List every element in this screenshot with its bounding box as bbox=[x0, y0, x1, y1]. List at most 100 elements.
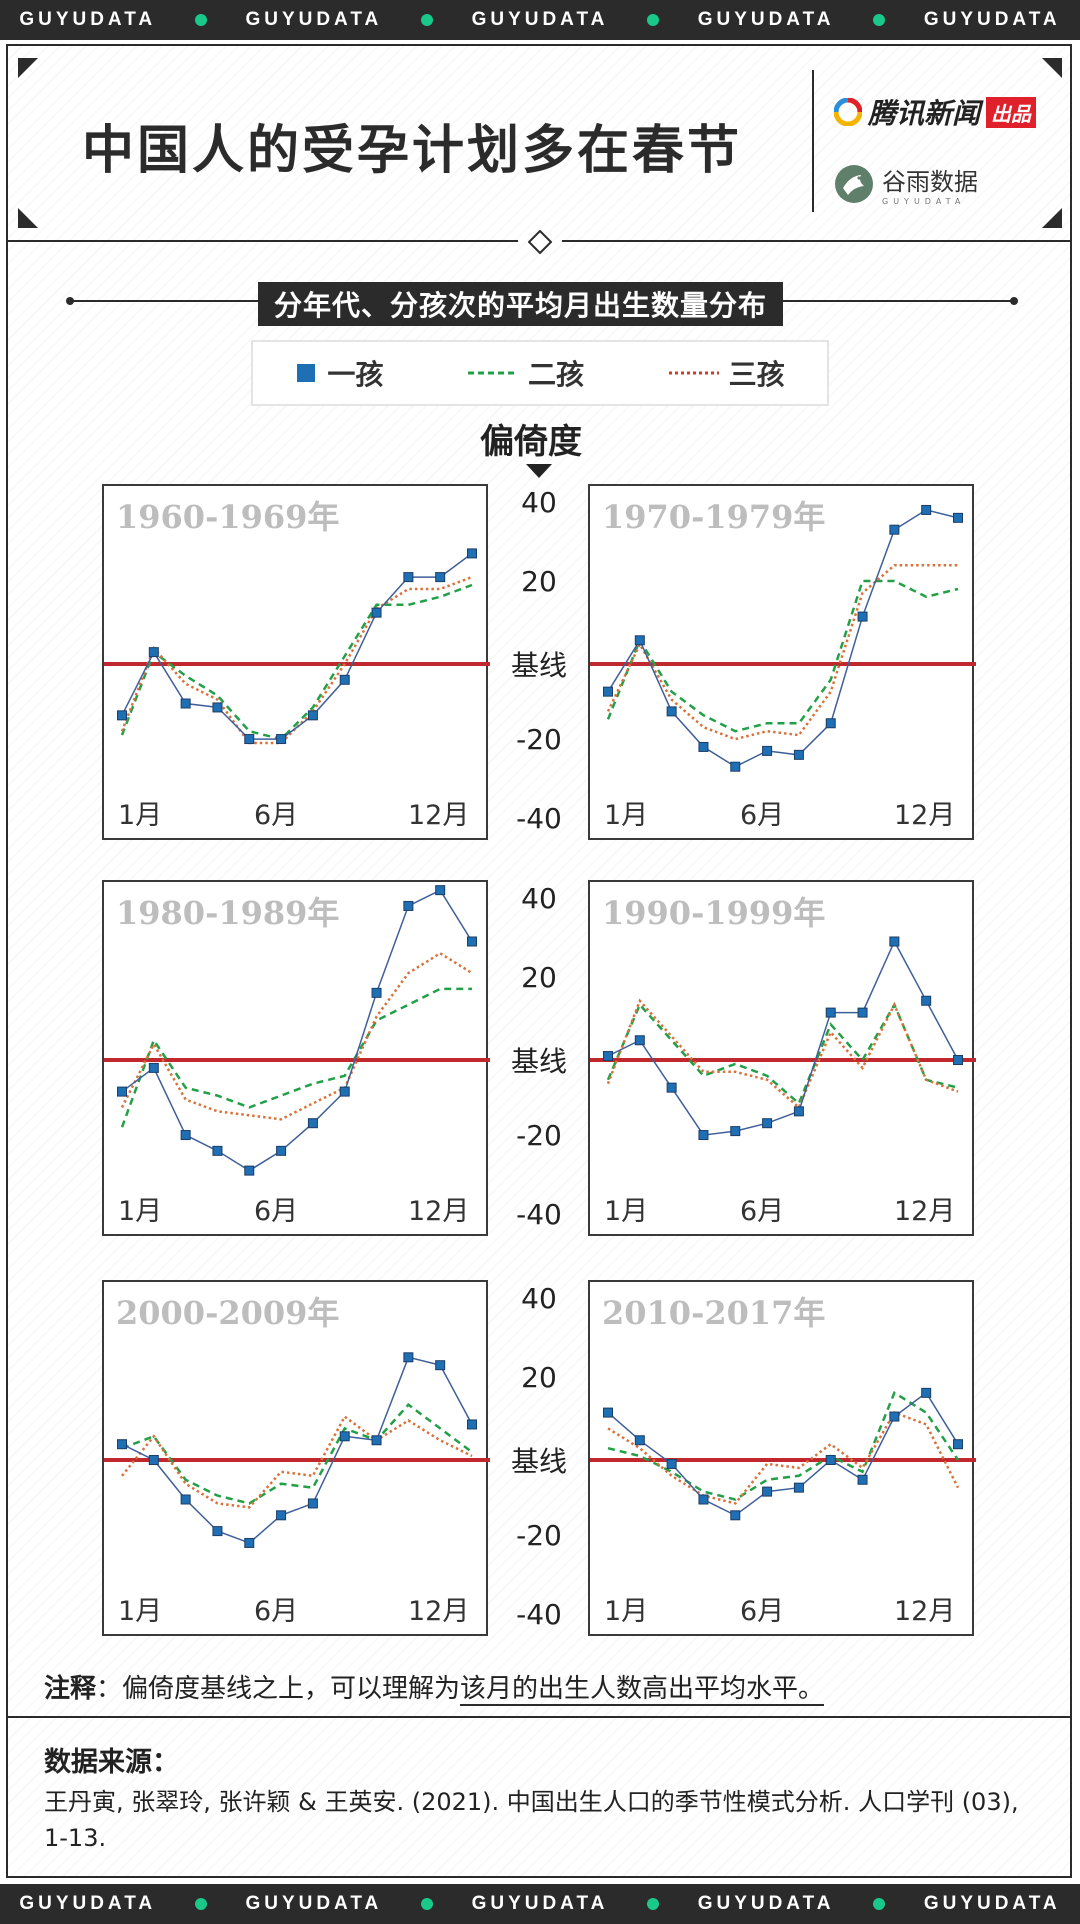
note-label: 注释 bbox=[44, 1674, 97, 1704]
band-label: GUYUDATA bbox=[245, 9, 383, 30]
panel-title: 1970-1979年 bbox=[602, 498, 826, 536]
data-point-first-child bbox=[307, 710, 318, 721]
data-point-first-child bbox=[634, 1435, 645, 1446]
data-point-first-child bbox=[180, 1494, 191, 1505]
x-tick-label: 6月 bbox=[740, 1596, 785, 1627]
y-tick-label: -20 bbox=[516, 723, 562, 756]
series-line-2 bbox=[120, 583, 473, 741]
x-tick-label: 1月 bbox=[604, 1196, 649, 1227]
y-tick-label: -20 bbox=[516, 1519, 562, 1552]
source-citation: 王丹寅, 张翠玲, 张许颖 & 王英安. (2021). 中国出生人口的季节性模… bbox=[44, 1788, 1019, 1852]
y-tick-label: -40 bbox=[516, 1598, 562, 1631]
chart-panel: 1980-1989年 1月 6月 12月 bbox=[102, 880, 490, 1236]
guyu-data-sub: GUYUDATA bbox=[882, 197, 966, 206]
legend-item-third-child: 三孩 bbox=[668, 353, 785, 393]
section-divider bbox=[8, 1716, 1072, 1718]
data-point-first-child bbox=[371, 607, 382, 618]
data-point-first-child bbox=[889, 524, 900, 535]
y-tick-label: -40 bbox=[516, 1198, 562, 1231]
band-label: GUYUDATA bbox=[471, 9, 609, 30]
y-axis-title: 偏倚度 bbox=[480, 422, 582, 462]
x-tick-label: 6月 bbox=[254, 1596, 299, 1627]
data-point-first-child bbox=[953, 1055, 963, 1065]
x-tick-label: 12月 bbox=[894, 1596, 956, 1627]
x-tick-label: 6月 bbox=[254, 800, 299, 831]
y-tick-label: 20 bbox=[521, 1361, 557, 1394]
band-label: GUYUDATA bbox=[19, 1893, 157, 1914]
panel-title: 2000-2009年 bbox=[116, 1294, 340, 1332]
chart-panel: 2010-2017年 1月 6月 12月 bbox=[588, 1280, 976, 1636]
page-title: 中国人的受孕计划多在春节 bbox=[82, 121, 743, 181]
note-text: 偏倚度基线之上，可以理解为 bbox=[122, 1674, 461, 1704]
data-point-first-child bbox=[212, 702, 223, 713]
data-point-first-child bbox=[212, 1526, 223, 1537]
tencent-news-name: 腾讯新闻 bbox=[868, 97, 981, 130]
data-point-first-child bbox=[371, 1435, 382, 1446]
x-tick-label: 12月 bbox=[894, 1196, 956, 1227]
data-point-first-child bbox=[180, 1130, 191, 1141]
chart-plot bbox=[104, 885, 490, 1176]
data-point-first-child bbox=[857, 611, 868, 622]
data-point-first-child bbox=[467, 936, 477, 947]
data-point-first-child bbox=[634, 1035, 645, 1046]
series-line-3 bbox=[120, 575, 473, 745]
legend-item-first-child: 一孩 bbox=[295, 353, 383, 393]
chart-panel: 1960-1969年 1月 6月 12月 bbox=[102, 484, 490, 840]
data-point-first-child bbox=[889, 1411, 900, 1422]
data-point-first-child bbox=[371, 987, 382, 998]
y-tick-label: 20 bbox=[521, 961, 557, 994]
guyu-bird-icon bbox=[835, 165, 873, 203]
down-arrow-icon bbox=[526, 464, 552, 478]
guyu-data-logo: 谷雨数据 GUYUDATA bbox=[834, 162, 978, 206]
chart-panel: 2000-2009年 1月 6月 12月 bbox=[102, 1280, 490, 1636]
band-dot bbox=[873, 14, 886, 26]
header-divider bbox=[812, 70, 814, 212]
x-tick-label: 1月 bbox=[118, 800, 163, 831]
band-dot bbox=[194, 1898, 207, 1910]
corner-marker bbox=[1042, 58, 1062, 78]
data-point-first-child bbox=[666, 1082, 677, 1093]
chart-panel: 1990-1999年 1月 6月 12月 bbox=[588, 880, 976, 1236]
band-dot bbox=[194, 14, 207, 26]
note: 注释：偏倚度基线之上，可以理解为该月的出生人数高出平均水平。 bbox=[44, 1668, 825, 1706]
data-point-first-child bbox=[467, 548, 477, 559]
bottom-band: GUYUDATA GUYUDATA GUYUDATA GUYUDATA GUYU… bbox=[0, 1884, 1080, 1924]
y-tick-label: -20 bbox=[516, 1119, 562, 1152]
y-tick-label: 40 bbox=[521, 486, 557, 519]
data-point-first-child bbox=[276, 1145, 287, 1156]
data-point-first-child bbox=[403, 900, 414, 911]
top-band: GUYUDATA GUYUDATA GUYUDATA GUYUDATA GUYU… bbox=[0, 0, 1080, 40]
tencent-news-tag: 出品 bbox=[986, 96, 1037, 128]
panel-title: 2010-2017年 bbox=[602, 1294, 826, 1332]
data-point-first-child bbox=[921, 504, 932, 515]
data-point-first-child bbox=[339, 1431, 350, 1442]
data-point-first-child bbox=[244, 1165, 255, 1176]
data-point-first-child bbox=[603, 686, 613, 697]
legend-label: 一孩 bbox=[327, 358, 384, 391]
chart-subtitle: 分年代、分孩次的平均月出生数量分布 bbox=[258, 282, 784, 326]
chart-plot bbox=[590, 936, 976, 1141]
band-label: GUYUDATA bbox=[19, 9, 157, 30]
data-point-first-child bbox=[698, 1494, 709, 1505]
data-point-first-child bbox=[698, 1130, 709, 1141]
series-line-3 bbox=[606, 998, 959, 1110]
data-point-first-child bbox=[857, 1474, 868, 1485]
data-point-first-child bbox=[793, 749, 804, 760]
x-tick-label: 1月 bbox=[604, 800, 649, 831]
legend-square-marker bbox=[297, 364, 316, 382]
x-tick-label: 12月 bbox=[408, 1196, 470, 1227]
data-point-first-child bbox=[403, 572, 414, 583]
series-line-3 bbox=[607, 1411, 960, 1505]
band-label: GUYUDATA bbox=[697, 1893, 835, 1914]
series-line-2 bbox=[606, 579, 959, 733]
data-point-first-child bbox=[666, 1458, 677, 1469]
data-point-first-child bbox=[339, 1086, 350, 1097]
data-point-first-child bbox=[212, 1145, 223, 1156]
panel-title: 1990-1999年 bbox=[602, 894, 826, 932]
panel-title: 1980-1989年 bbox=[116, 894, 340, 932]
data-point-first-child bbox=[762, 1486, 773, 1497]
note-highlight: 该月的出生人数高出平均水平。 bbox=[460, 1674, 825, 1706]
data-point-first-child bbox=[339, 674, 350, 685]
data-point-first-child bbox=[793, 1106, 804, 1117]
series-line-1 bbox=[607, 1391, 959, 1517]
